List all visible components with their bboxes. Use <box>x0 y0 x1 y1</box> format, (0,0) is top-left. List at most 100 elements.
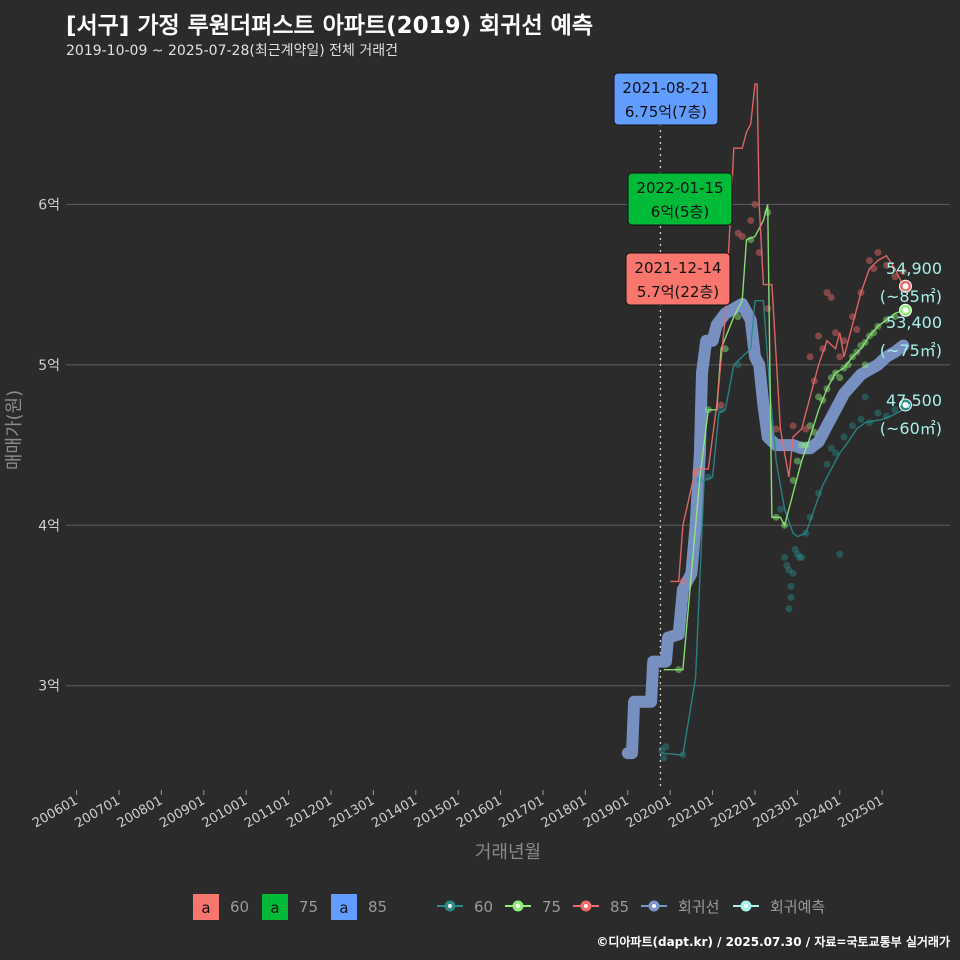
regression-line <box>621 297 910 760</box>
chart-title: [서구] 가정 루원더퍼스트 아파트(2019) 회귀선 예측 <box>66 13 593 39</box>
x-tick-label: 202401 <box>793 793 843 831</box>
point-75 <box>836 374 844 382</box>
point-60 <box>857 415 865 423</box>
point-60 <box>827 444 835 452</box>
point-60 <box>798 553 806 561</box>
x-tick-label: 202301 <box>751 793 801 831</box>
y-tick-label: 6억 <box>38 197 60 213</box>
point-60 <box>840 433 848 441</box>
point-85 <box>891 273 899 281</box>
point-75 <box>861 361 869 369</box>
point-85 <box>836 353 844 361</box>
point-75 <box>815 393 823 401</box>
point-60 <box>793 550 801 558</box>
point-60 <box>785 605 793 613</box>
x-tick-label: 201601 <box>454 793 504 831</box>
point-60 <box>785 566 793 574</box>
legend-line-label: 85 <box>610 898 629 916</box>
point-75 <box>793 457 801 465</box>
point-60 <box>787 593 795 601</box>
forecast-range-label: (~60㎡) <box>880 419 942 438</box>
legend-fill-key <box>193 894 219 920</box>
legend-fill-key-letter: a <box>201 899 210 917</box>
legend-line-label: 75 <box>542 898 561 916</box>
legend-fill-label: 85 <box>368 898 387 916</box>
legend-fill-label: 75 <box>299 898 318 916</box>
annotation-date: 2021-08-21 <box>622 79 709 97</box>
point-85 <box>789 422 797 430</box>
legend-line-marker-core <box>584 904 588 908</box>
x-tick-label: 201701 <box>496 793 546 831</box>
annotation-box <box>627 172 733 226</box>
point-85 <box>823 289 831 297</box>
point-85 <box>747 216 755 224</box>
forecast-point-core <box>902 307 909 314</box>
legend-line-label: 회귀선 <box>678 898 719 916</box>
point-60 <box>791 545 799 553</box>
forecast-point-core <box>902 283 909 290</box>
point-85 <box>865 257 873 265</box>
point-85 <box>679 577 687 585</box>
legend-fill-key <box>331 894 357 920</box>
point-75 <box>734 313 742 321</box>
series-line-85 <box>670 83 905 583</box>
point-60 <box>781 553 789 561</box>
legend-line-label: 회귀예측 <box>770 898 825 916</box>
point-60 <box>848 422 856 430</box>
point-60 <box>776 505 784 513</box>
x-tick-label: 202101 <box>666 793 716 831</box>
legend-fill-key-letter: a <box>339 899 348 917</box>
legend-fill-key-letter: a <box>270 899 279 917</box>
forecast-range-label: (~85㎡) <box>880 287 942 306</box>
point-85 <box>840 337 848 345</box>
point-60 <box>783 561 791 569</box>
x-axis-title: 거래년월 <box>475 842 541 863</box>
point-60 <box>662 743 670 751</box>
point-85 <box>764 305 772 313</box>
point-85 <box>751 200 759 208</box>
point-85 <box>772 425 780 433</box>
point-60 <box>795 553 803 561</box>
x-tick-label: 201501 <box>412 793 462 831</box>
point-60 <box>874 409 882 417</box>
forecast-value-label: 47,500 <box>886 391 942 410</box>
series-line-60 <box>660 300 904 756</box>
point-60 <box>861 393 869 401</box>
point-75 <box>844 361 852 369</box>
point-60 <box>658 746 666 754</box>
x-tick-label: 201401 <box>369 793 419 831</box>
point-85 <box>832 329 840 337</box>
point-60 <box>789 569 797 577</box>
annotation-box <box>625 252 731 306</box>
point-60 <box>660 754 668 762</box>
chart-subtitle: 2019-10-09 ~ 2025-07-28(최근계약일) 전체 거래건 <box>66 43 398 59</box>
x-tick-label: 201801 <box>539 793 589 831</box>
legend: a 60 a 75 a 85 60 75 85 회귀선 회귀예측 <box>193 894 825 920</box>
point-85 <box>806 353 814 361</box>
x-tick-label: 201101 <box>242 793 292 831</box>
legend-line-label: 60 <box>474 898 493 916</box>
point-75 <box>798 441 806 449</box>
legend-fill-label: 60 <box>230 898 249 916</box>
x-tick-label: 200801 <box>115 793 165 831</box>
point-85 <box>882 261 890 269</box>
point-85 <box>874 249 882 257</box>
point-85 <box>717 401 725 409</box>
legend-line-marker-core <box>448 904 452 908</box>
y-tick-label: 3억 <box>38 679 60 695</box>
annotation-price: 5.7억(22층) <box>637 283 719 301</box>
point-75 <box>827 374 835 382</box>
x-tick-label: 201201 <box>284 793 334 831</box>
point-60 <box>787 582 795 590</box>
x-tick-label: 202501 <box>836 793 886 831</box>
legend-line-marker-core <box>652 904 656 908</box>
forecast-value-label: 54,900 <box>886 259 942 278</box>
annotation-date: 2022-01-15 <box>636 179 723 197</box>
annotation-price: 6억(5층) <box>651 203 709 221</box>
x-tick-label: 200701 <box>73 793 123 831</box>
point-75 <box>806 422 814 430</box>
x-tick-label: 201301 <box>327 793 377 831</box>
source-credit: ©디아파트(dapt.kr) / 2025.07.30 / 자료=국토교통부 실… <box>596 935 950 949</box>
annotation-date: 2021-12-14 <box>634 259 721 277</box>
